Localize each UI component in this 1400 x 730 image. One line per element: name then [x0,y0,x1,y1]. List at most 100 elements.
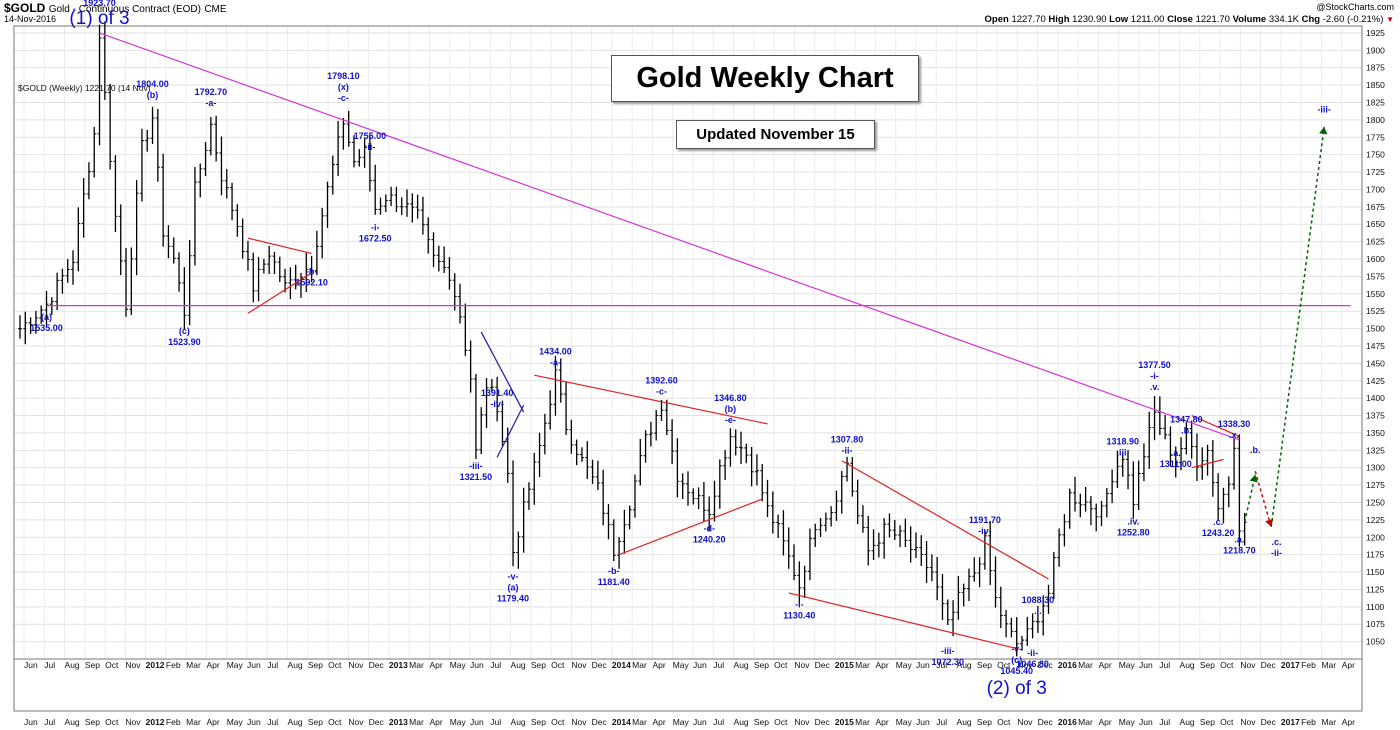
x-tick-label: Jun [1139,660,1153,670]
x-tick-label-lower: Jul [936,717,947,727]
x-tick-label: Apr [206,660,219,670]
y-tick-label: 1500 [1366,324,1385,334]
wave-label: (c) [179,326,190,336]
x-tick-label-lower: May [896,717,913,727]
x-tick-label-lower: May [450,717,467,727]
wave-label: -ii- [842,445,853,455]
wave-label: 1311.00 [1160,459,1192,469]
trendline-magenta-falling [99,32,1240,441]
lower-panel-frame [13,658,1363,712]
x-tick-label-lower: Oct [551,717,565,727]
low-label: Low [1109,14,1129,25]
wave-label: -a- [205,98,216,108]
trendline-blue-tri-2013b [496,404,525,458]
x-tick-label-lower: Aug [65,717,80,727]
wave-label: 1218.70 [1223,545,1256,555]
x-tick-label-lower: Sep [308,717,323,727]
x-tick-label: 2014 [612,660,631,670]
x-tick-label: Dec [815,660,831,670]
x-tick-label-lower: May [1119,717,1136,727]
projection-arrows [1243,126,1328,528]
x-tick-label: May [673,660,690,670]
wave-label: .i. [1034,606,1042,616]
x-tick-label-lower: Aug [957,717,972,727]
wave-label: -iii- [1317,104,1331,114]
wave-label: 1592.10 [295,278,328,288]
wave-label: 1307.80 [831,434,864,444]
x-tick-label: May [896,660,913,670]
x-tick-label-lower: 2014 [612,717,631,727]
x-tick-label-lower: Jul [44,717,55,727]
y-tick-label: 1700 [1366,184,1385,194]
x-tick-label: Sep [977,660,992,670]
x-tick-label: Sep [308,660,323,670]
y-tick-label: 1900 [1366,45,1385,55]
wave-label: -ii- [364,142,375,152]
x-tick-label: Aug [734,660,749,670]
wave-label: -a- [550,357,561,367]
wave-label: 1045.40 [1000,666,1033,676]
symbol-line: $GOLD Gold - Continuous Contract (EOD) C… [4,1,227,15]
wave-label: 1338.30 [1218,419,1251,429]
x-tick-label-lower: Dec [815,717,831,727]
wave-label: -iv- [490,399,504,409]
wave-label: 1804.00 [136,79,169,89]
high-value: 1230.90 [1072,14,1107,25]
y-tick-label: 1800 [1366,115,1385,125]
x-tick-label: Dec [592,660,608,670]
x-tick-label-lower: Apr [429,717,442,727]
y-tick-label: 1450 [1366,358,1385,368]
wave-label: -i- [795,600,804,610]
x-tick-label-lower: Jul [713,717,724,727]
y-tick-label: 1750 [1366,150,1385,160]
wave-degree-label: (1) of 3 [69,8,129,29]
wave-label: 1792.70 [195,87,228,97]
x-tick-label-lower: May [673,717,690,727]
x-tick-label-lower: Nov [1017,717,1033,727]
wave-label: 1046.80 [1016,659,1049,669]
wave-label: 1346.80 [714,393,747,403]
x-tick-label-lower: Nov [571,717,587,727]
y-tick-label: 1725 [1366,167,1385,177]
x-tick-label-lower: May [227,717,244,727]
y-tick-label: 1300 [1366,463,1385,473]
trendline-red-lower-2015 [788,592,1017,650]
price-bars [18,21,1247,657]
x-tick-label: Feb [166,660,181,670]
wave-label: -b- [608,566,620,576]
x-axis: Jun Jul Aug Sep Oct Nov 2012 Feb Mar Apr May Jun Jul… [24,660,1355,670]
chg-label: Chg [1301,14,1321,25]
open-value: 1227.70 [1011,14,1046,25]
x-tick-label: Mar [1078,660,1093,670]
wave-label: -v- [1011,644,1022,654]
y-tick-label: 1325 [1366,445,1385,455]
wave-label: -i- [1150,371,1159,381]
x-tick-label: May [227,660,244,670]
trendline-red-upper-2013 [534,374,768,425]
x-tick-label: 2013 [389,660,408,670]
wave-label: (a) [508,583,519,593]
x-tick-label-lower: Dec [369,717,385,727]
x-tick-label-lower: 2016 [1058,717,1077,727]
wave-label: 1179.40 [497,594,529,604]
x-tick-label: 2016 [1058,660,1077,670]
trendline-red-tri-2012b [247,272,312,314]
wave-label: 1391.40 [481,388,514,398]
wave-label: 1321.50 [460,472,493,482]
symbol: $GOLD [4,1,46,15]
brand-link[interactable]: @StockCharts.com [1316,2,1394,12]
x-tick-label-lower: Aug [288,717,303,727]
x-tick-label: Oct [774,660,788,670]
x-tick-label-lower: Aug [734,717,749,727]
chart-date: 14-Nov-2016 [4,14,57,24]
chart-legend: $GOLD (Weekly) 1221.70 (14 Nov) [18,83,151,93]
x-tick-label: May [1119,660,1136,670]
x-tick-label-lower: Feb [166,717,181,727]
wave-label: (x) [338,82,349,92]
y-tick-label: 1225 [1366,515,1385,525]
x-tick-label: Apr [1098,660,1111,670]
x-tick-label: Aug [1180,660,1195,670]
wave-label: -iii- [469,461,483,471]
wave-label: 1672.50 [359,234,392,244]
